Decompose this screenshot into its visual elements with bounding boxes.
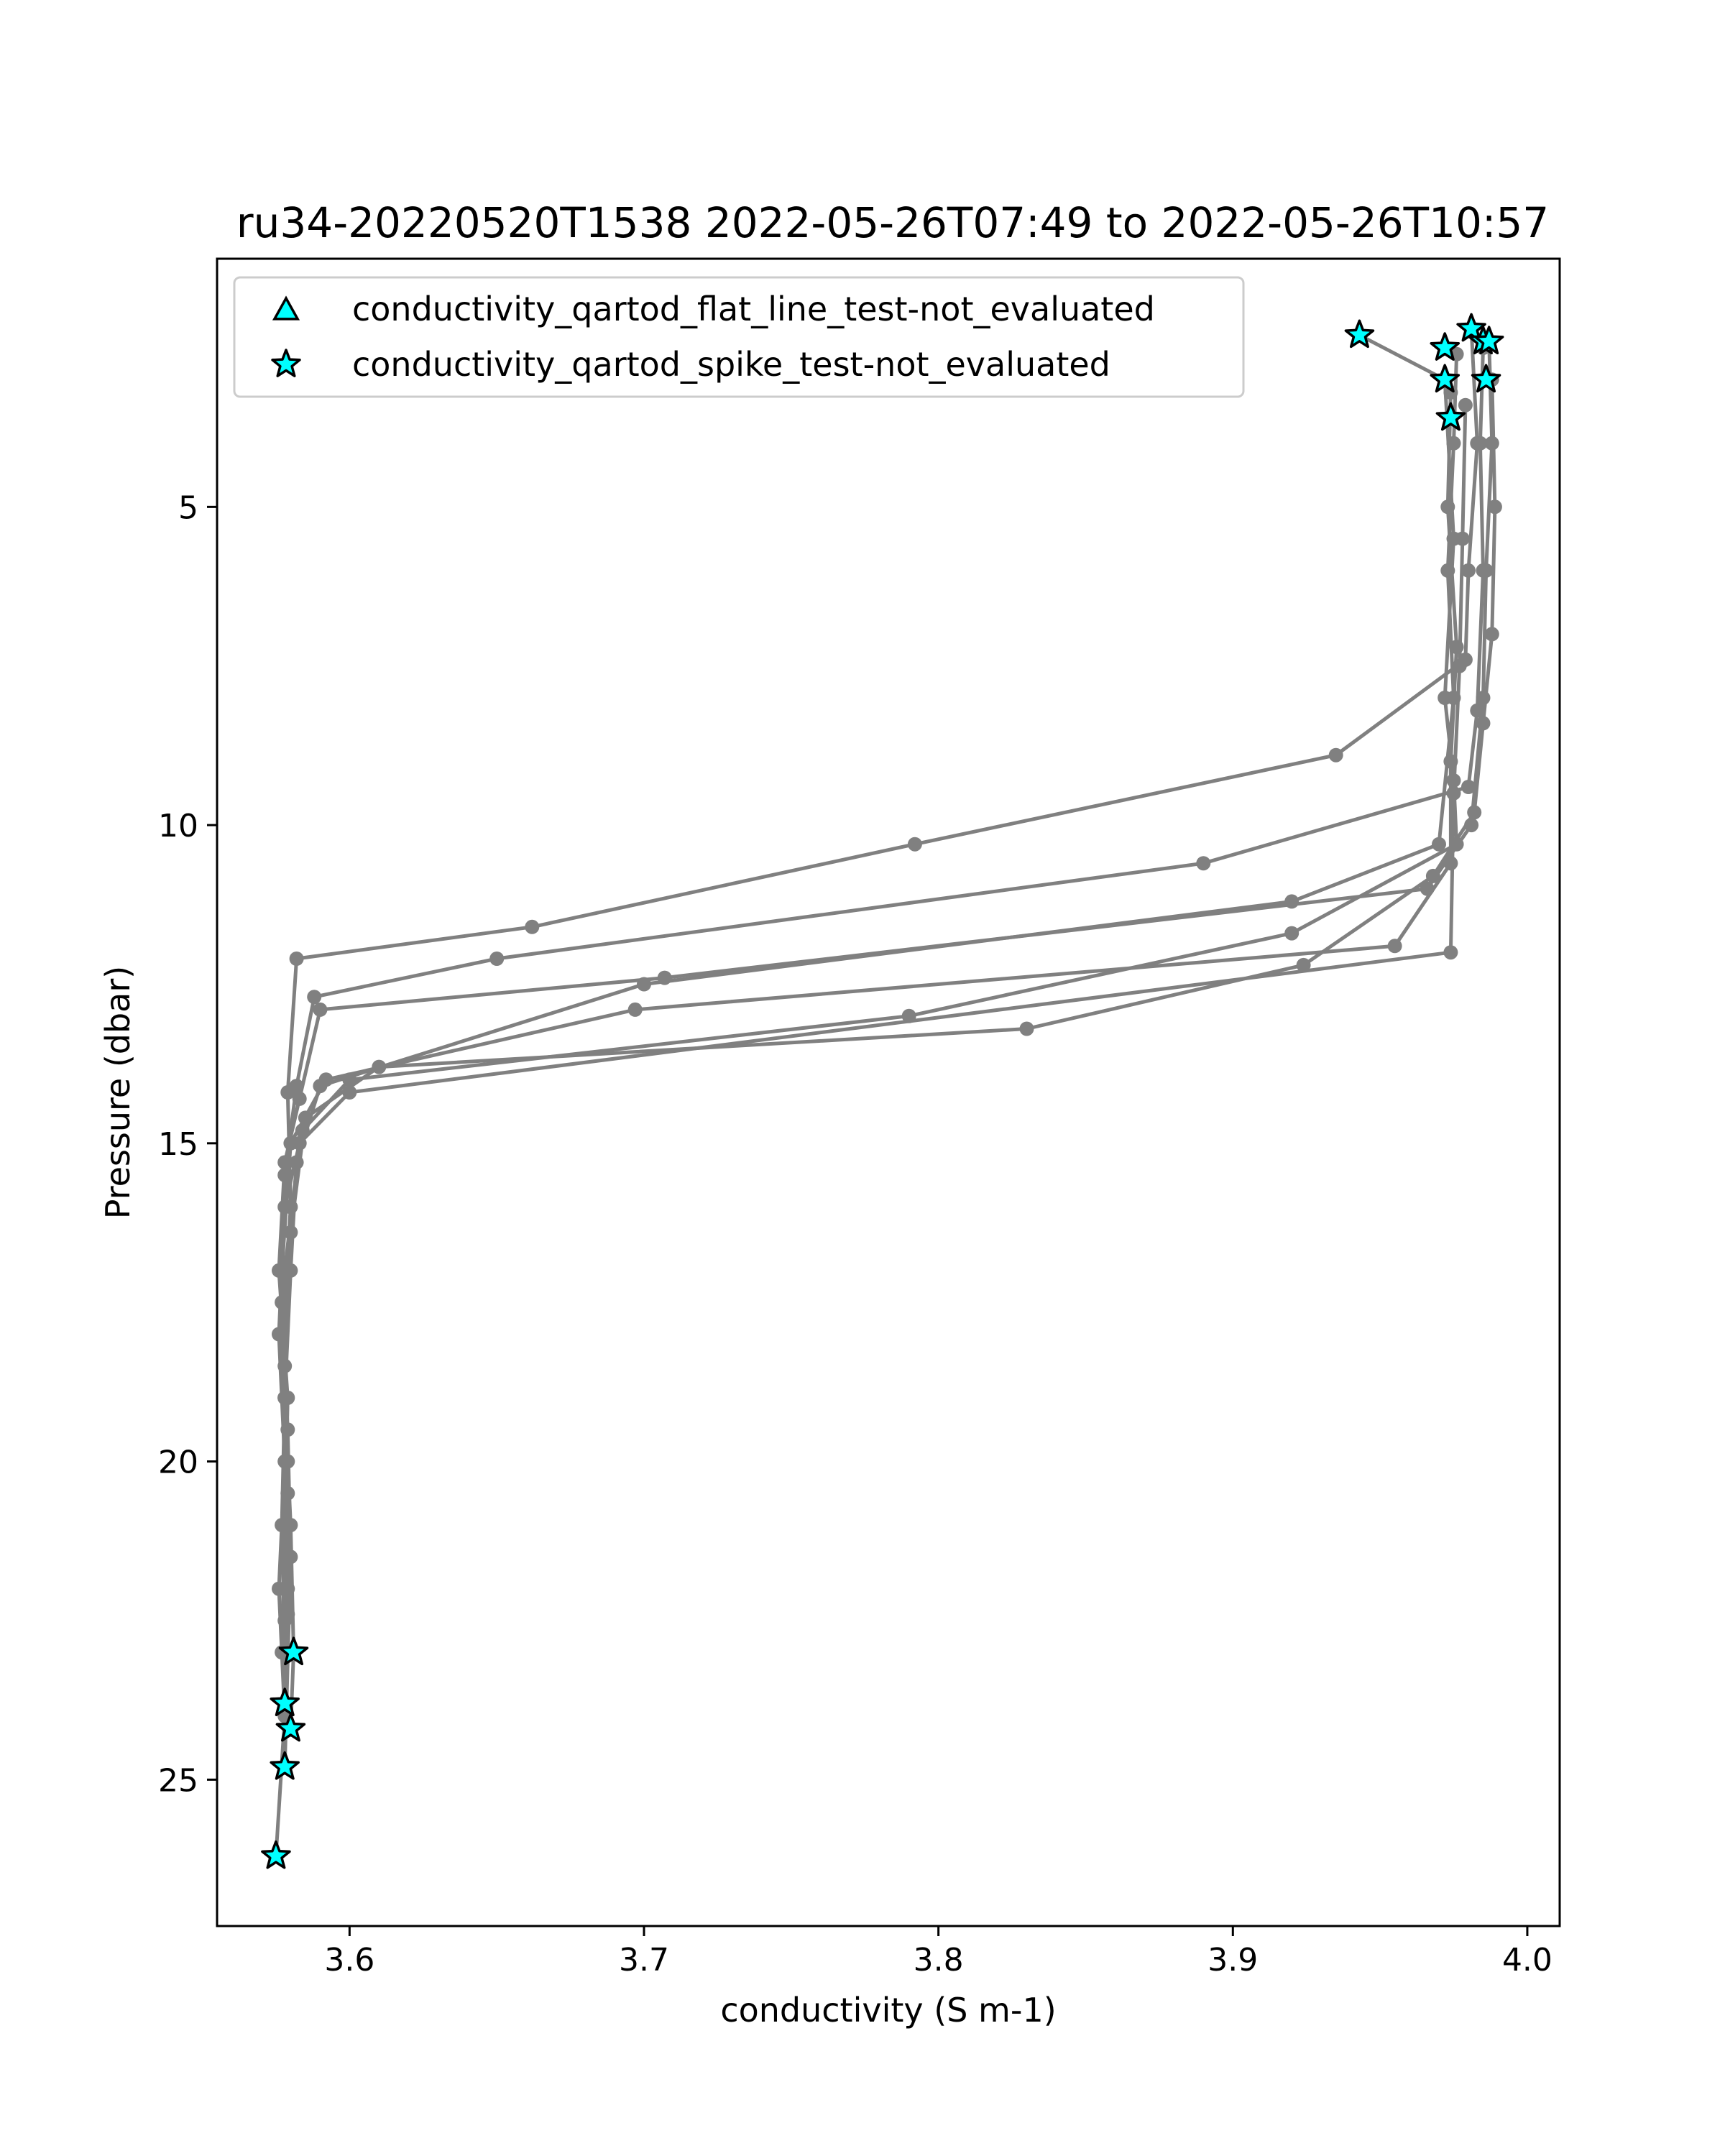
data-point (1461, 563, 1476, 578)
legend: conductivity_qartod_flat_line_test-not_e… (233, 276, 1245, 398)
legend-label: conductivity_qartod_flat_line_test-not_e… (352, 290, 1155, 328)
data-point (1432, 837, 1446, 852)
data-point (1446, 786, 1461, 801)
data-point (1296, 957, 1311, 972)
spike-flag-marker (275, 1713, 306, 1742)
data-point (1461, 780, 1476, 794)
spike-flag-marker (270, 1751, 300, 1780)
legend-triangle-icon (272, 295, 300, 321)
data-point (277, 1391, 293, 1405)
x-tick-label: 4.0 (1502, 1942, 1552, 1978)
x-axis-label: conductivity (S m-1) (720, 1991, 1056, 2030)
data-point (1443, 945, 1458, 960)
y-tick-label: 15 (158, 1126, 198, 1163)
y-tick-label: 25 (158, 1762, 198, 1799)
data-point (1455, 531, 1470, 546)
data-point (1328, 747, 1343, 763)
chart-title: ru34-20220520T1538 2022-05-26T07:49 to 2… (236, 198, 1549, 247)
legend-star-icon (271, 349, 301, 377)
x-tick-label: 3.6 (324, 1942, 374, 1978)
data-point (313, 1002, 328, 1017)
x-tick-label: 3.7 (619, 1942, 669, 1978)
data-point (1467, 805, 1482, 820)
data-point (1452, 658, 1467, 673)
y-tick-label: 20 (158, 1445, 198, 1481)
data-point (1473, 436, 1488, 451)
data-point (1387, 939, 1402, 954)
spike-flag-marker (1435, 402, 1466, 431)
data-point (1440, 499, 1455, 515)
data-point (318, 1072, 334, 1087)
plot-area (261, 313, 1504, 1869)
data-point (1476, 716, 1491, 731)
spike-flag-marker (1430, 364, 1460, 393)
spike-flag-marker (270, 1687, 300, 1717)
data-point (1478, 563, 1494, 578)
plot-frame (216, 257, 1561, 1927)
spike-flag-marker (261, 1840, 291, 1869)
data-point (1443, 385, 1458, 400)
x-axis: 3.6 3.7 3.8 3.9 4.0 (324, 1926, 1552, 1978)
legend-label: conductivity_qartod_spike_test-not_evalu… (352, 345, 1110, 384)
data-point (1476, 691, 1491, 705)
data-point (1458, 397, 1473, 413)
spike-flag-marker (278, 1636, 309, 1666)
data-point (525, 919, 540, 934)
spike-flag-marker (1430, 332, 1460, 361)
data-point (1487, 499, 1502, 515)
data-point (627, 1002, 643, 1017)
data-point (292, 1091, 307, 1106)
x-tick-label: 3.9 (1208, 1942, 1258, 1978)
data-point (489, 952, 505, 966)
data-point (275, 1518, 290, 1533)
profile-8 (275, 397, 1473, 1660)
y-tick-label: 5 (178, 489, 198, 526)
data-point (1284, 926, 1300, 941)
data-point (1196, 856, 1211, 871)
y-axis-label: Pressure (dbar) (98, 966, 137, 1219)
legend-box (233, 276, 1245, 398)
data-point (277, 1263, 293, 1278)
data-point (342, 1085, 357, 1100)
spike-flag-marker (1471, 364, 1501, 393)
x-tick-label: 3.8 (914, 1942, 964, 1978)
spike-flag-marker (1456, 313, 1486, 342)
data-point (289, 952, 304, 966)
y-tick-label: 10 (158, 808, 198, 844)
data-point (657, 970, 672, 985)
spike-flag-marker (1344, 319, 1375, 349)
data-point (1484, 627, 1499, 642)
spike-flag-marker (1473, 326, 1504, 355)
y-axis: 5 10 15 20 25 (158, 489, 217, 1799)
data-point (907, 837, 922, 852)
data-point (1019, 1021, 1034, 1036)
flag-series-star (261, 313, 1504, 1869)
data-point (292, 1135, 307, 1151)
data-point (1425, 868, 1440, 883)
data-point (307, 990, 322, 1005)
